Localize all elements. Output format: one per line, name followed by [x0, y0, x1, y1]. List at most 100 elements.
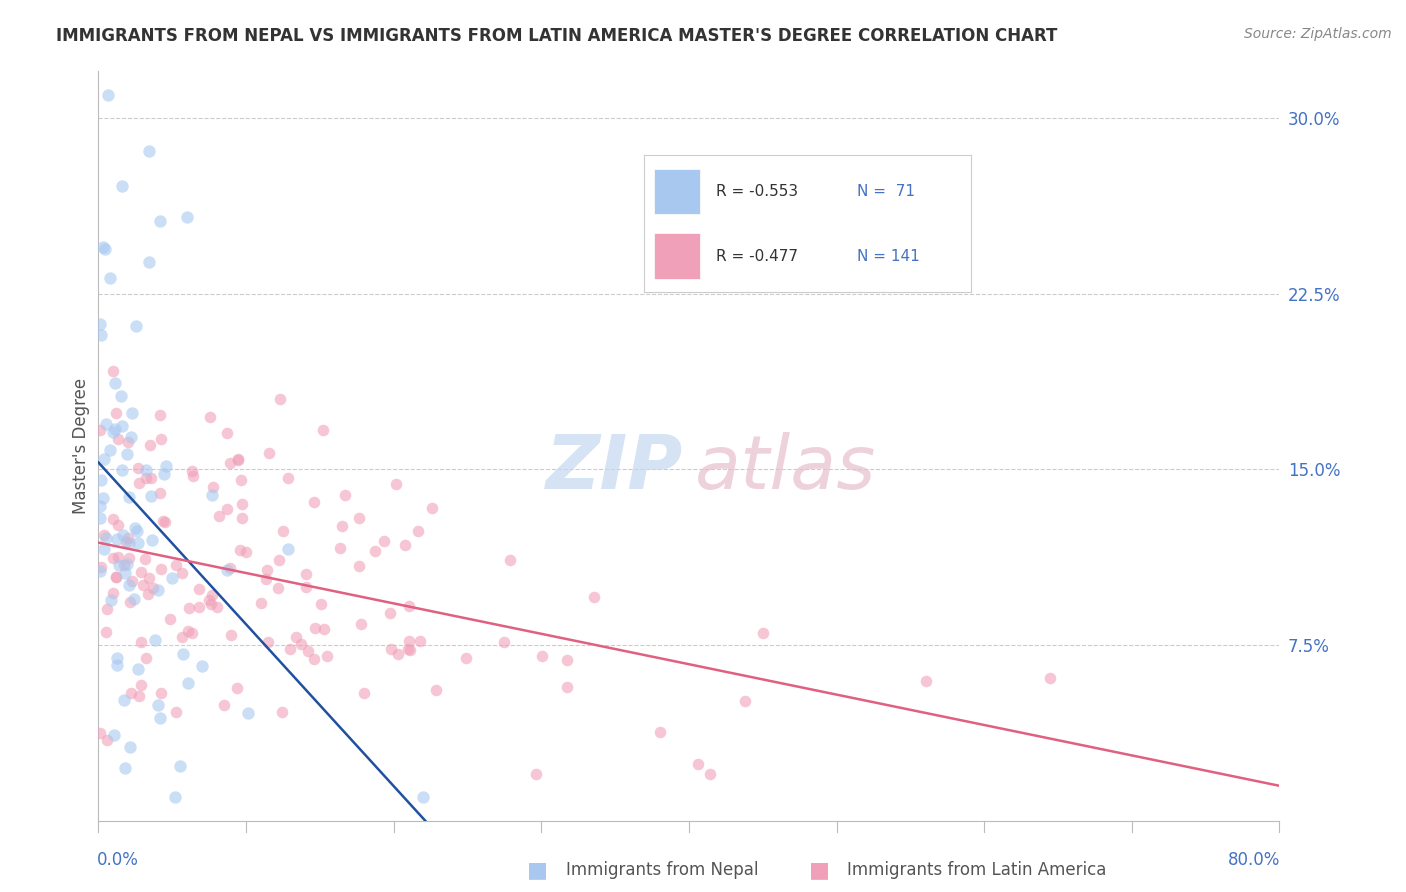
Point	[117, 435, 139, 450]
Point	[181, 464, 204, 478]
Point	[135, 651, 157, 665]
Point	[380, 641, 402, 656]
Text: ■: ■	[808, 860, 830, 880]
Point	[302, 495, 325, 509]
Point	[531, 649, 554, 664]
Point	[231, 511, 253, 525]
Point	[314, 622, 336, 636]
Point	[89, 511, 111, 525]
Point	[330, 519, 353, 533]
Point	[176, 210, 198, 224]
Text: ZIP: ZIP	[546, 432, 683, 505]
Point	[555, 681, 578, 695]
Text: Immigrants from Nepal: Immigrants from Nepal	[565, 861, 758, 879]
Point	[127, 524, 149, 539]
Point	[183, 469, 205, 483]
Point	[347, 511, 370, 525]
Point	[225, 681, 247, 695]
Point	[91, 491, 114, 506]
Point	[136, 587, 159, 601]
Point	[138, 255, 160, 269]
Point	[205, 599, 228, 614]
Point	[90, 327, 112, 342]
Text: IMMIGRANTS FROM NEPAL VS IMMIGRANTS FROM LATIN AMERICA MASTER'S DEGREE CORRELATI: IMMIGRANTS FROM NEPAL VS IMMIGRANTS FROM…	[56, 27, 1057, 45]
Point	[129, 635, 152, 649]
Point	[201, 589, 224, 603]
Point	[285, 630, 308, 644]
Point	[409, 633, 432, 648]
Point	[278, 641, 301, 656]
Point	[294, 567, 316, 582]
Bar	[654, 234, 700, 278]
Point	[378, 607, 401, 621]
Point	[143, 633, 166, 648]
Point	[107, 432, 129, 446]
Point	[138, 571, 160, 585]
Point	[129, 566, 152, 580]
Point	[176, 624, 198, 639]
Point	[115, 447, 138, 461]
Point	[250, 596, 273, 610]
Point	[96, 417, 118, 431]
Point	[231, 497, 253, 511]
Point	[217, 425, 239, 440]
Point	[333, 488, 356, 502]
Point	[127, 536, 149, 550]
Point	[89, 423, 111, 437]
Point	[108, 558, 131, 572]
Point	[118, 490, 141, 504]
Point	[914, 673, 936, 688]
Point	[124, 521, 146, 535]
Point	[150, 562, 173, 576]
Text: ■: ■	[527, 860, 548, 880]
Point	[127, 662, 149, 676]
Point	[256, 563, 278, 577]
Point	[172, 566, 194, 581]
Point	[396, 642, 419, 657]
Point	[117, 531, 139, 545]
Point	[105, 570, 128, 584]
Point	[101, 586, 124, 600]
Point	[150, 686, 173, 700]
Text: 0.0%: 0.0%	[97, 851, 139, 869]
Point	[162, 571, 184, 585]
Point	[524, 767, 547, 781]
Point	[120, 686, 142, 700]
Point	[100, 592, 122, 607]
Point	[112, 693, 135, 707]
Point	[97, 87, 120, 102]
Point	[138, 144, 160, 158]
Point	[105, 570, 128, 584]
Point	[112, 558, 135, 572]
Point	[135, 471, 157, 485]
Text: R = -0.553: R = -0.553	[716, 184, 799, 199]
Point	[93, 452, 115, 467]
Point	[219, 561, 242, 575]
Point	[1039, 671, 1062, 685]
Point	[96, 601, 118, 615]
Point	[412, 790, 434, 805]
Point	[226, 452, 249, 467]
Point	[89, 726, 111, 740]
Point	[104, 422, 127, 436]
Point	[295, 580, 318, 594]
Point	[111, 463, 134, 477]
Text: R = -0.477: R = -0.477	[716, 249, 799, 263]
Text: 80.0%: 80.0%	[1229, 851, 1281, 869]
Point	[150, 433, 173, 447]
Point	[94, 531, 117, 545]
Y-axis label: Master's Degree: Master's Degree	[72, 378, 90, 514]
Point	[228, 451, 250, 466]
Point	[312, 423, 335, 437]
Point	[165, 558, 187, 573]
Point	[139, 471, 162, 485]
Point	[129, 678, 152, 692]
Point	[235, 545, 257, 559]
Point	[120, 739, 142, 754]
Point	[212, 698, 235, 712]
Point	[406, 524, 429, 539]
Point	[273, 524, 295, 538]
Point	[256, 634, 278, 648]
Point	[399, 643, 422, 657]
Point	[94, 625, 117, 640]
